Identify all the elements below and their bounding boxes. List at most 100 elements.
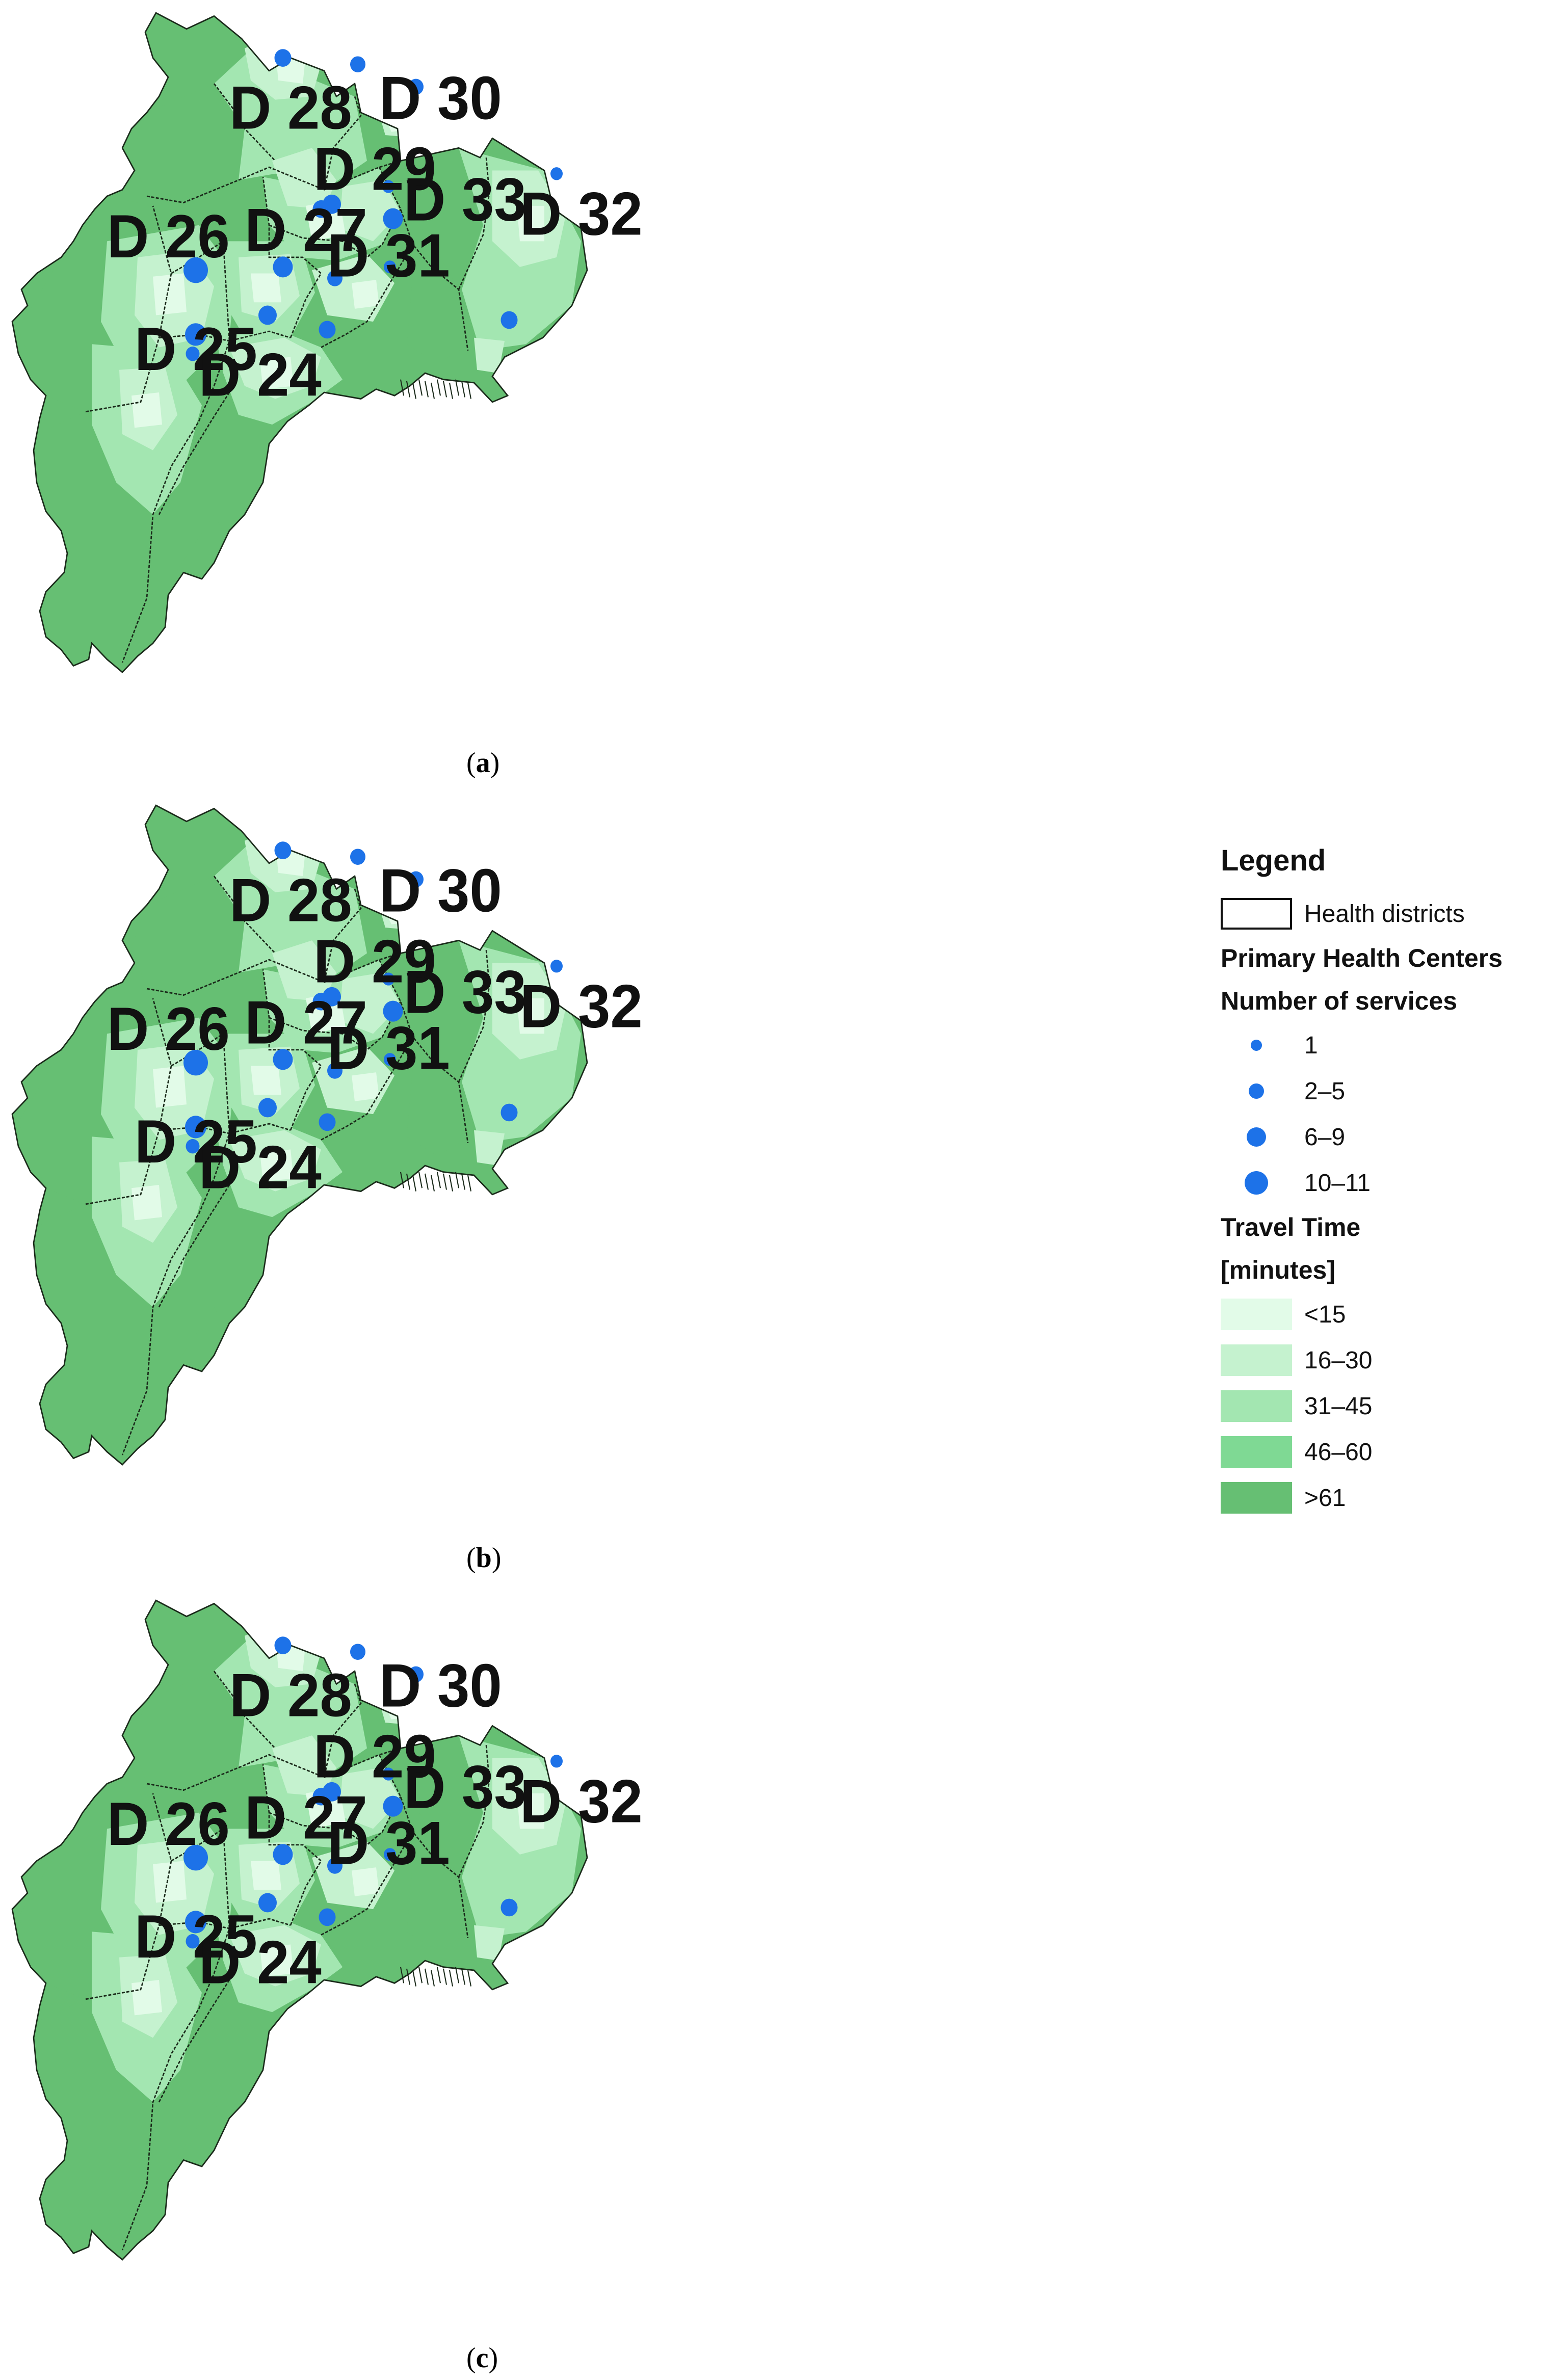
port-pier bbox=[455, 1172, 460, 1188]
health-center-point bbox=[274, 1636, 292, 1654]
travel-time-zone bbox=[272, 940, 336, 1002]
port-pier bbox=[461, 381, 466, 398]
legend-travel-label: 31–45 bbox=[1304, 1392, 1373, 1420]
district-label: D 28 bbox=[229, 73, 352, 142]
district-border bbox=[269, 1796, 402, 1846]
travel-time-zone bbox=[214, 1635, 367, 1778]
port-pier bbox=[461, 1968, 466, 1985]
travel-time-zone bbox=[251, 273, 281, 303]
port-pier bbox=[436, 379, 441, 396]
district-border bbox=[321, 244, 414, 348]
port-pier bbox=[436, 1172, 441, 1188]
city-outline bbox=[11, 804, 588, 1466]
travel-time-zone bbox=[375, 1735, 486, 1877]
travel-time-zone bbox=[251, 1066, 281, 1095]
health-center-point bbox=[274, 49, 292, 67]
travel-time-zone bbox=[272, 148, 336, 209]
district-label: D 33 bbox=[404, 165, 526, 233]
district-label: D 33 bbox=[404, 958, 526, 1026]
port-pier bbox=[418, 379, 423, 396]
district-label: D 27 bbox=[245, 988, 367, 1056]
health-center-point bbox=[384, 1848, 396, 1861]
travel-time-zone bbox=[474, 1925, 505, 1961]
port-pier bbox=[424, 1968, 429, 1985]
health-center-point bbox=[273, 1844, 293, 1865]
travel-time-zone bbox=[407, 273, 465, 364]
health-center-point bbox=[382, 972, 394, 986]
port-pier bbox=[461, 1173, 466, 1190]
health-center-point bbox=[273, 1049, 293, 1070]
district-border bbox=[121, 241, 230, 663]
district-border bbox=[458, 950, 490, 1082]
legend-travel-1: <15 bbox=[1221, 1291, 1554, 1337]
color-swatch bbox=[1221, 1482, 1292, 1514]
district-label: D 29 bbox=[313, 135, 436, 203]
center-dot-icon bbox=[1247, 1127, 1266, 1147]
district-label: D 25 bbox=[135, 1902, 257, 1970]
travel-time-zone bbox=[352, 1867, 379, 1896]
caption-a: (a) bbox=[466, 747, 500, 779]
health-center-point bbox=[186, 347, 200, 361]
travel-time-zone bbox=[272, 1735, 336, 1797]
district-label: D 24 bbox=[199, 1133, 322, 1201]
health-center-point bbox=[319, 1113, 336, 1131]
health-center-point bbox=[382, 1767, 394, 1781]
port-pier bbox=[412, 382, 417, 399]
travel-time-zone bbox=[474, 337, 505, 374]
travel-time-zone bbox=[260, 357, 294, 389]
district-label: D 26 bbox=[107, 202, 230, 270]
district-border bbox=[213, 83, 276, 162]
district-label: D 25 bbox=[135, 1107, 257, 1175]
district-label: D 31 bbox=[327, 221, 450, 289]
travel-time-zone bbox=[214, 48, 367, 190]
legend-travel-3: 31–45 bbox=[1221, 1383, 1554, 1429]
health-center-point bbox=[186, 1139, 200, 1154]
port-pier bbox=[430, 1175, 435, 1192]
health-center-point bbox=[258, 1893, 277, 1913]
port-pier bbox=[412, 1970, 417, 1987]
city-outline bbox=[11, 12, 588, 673]
color-swatch bbox=[1221, 1299, 1292, 1330]
travel-time-zone bbox=[352, 1072, 379, 1101]
district-border bbox=[146, 953, 401, 996]
legend-service-3: 6–9 bbox=[1221, 1114, 1554, 1160]
health-center-point bbox=[383, 1795, 403, 1817]
port-pier bbox=[406, 1968, 411, 1985]
port-pier bbox=[424, 381, 429, 398]
port-pier bbox=[449, 382, 454, 399]
health-center-point bbox=[384, 1053, 396, 1066]
legend-health-districts-label: Health districts bbox=[1304, 900, 1465, 928]
district-label: D 32 bbox=[520, 179, 643, 248]
travel-time-zone bbox=[375, 940, 486, 1082]
legend-service-label: 1 bbox=[1304, 1032, 1318, 1059]
district-border bbox=[159, 1918, 291, 1929]
district-border bbox=[158, 392, 230, 515]
district-border bbox=[121, 1829, 230, 2251]
legend-title: Legend bbox=[1221, 844, 1326, 877]
district-border bbox=[171, 1033, 224, 1067]
legend-travel-label: <15 bbox=[1304, 1301, 1346, 1328]
port-pier bbox=[467, 1175, 472, 1192]
travel-time-zone bbox=[153, 1066, 187, 1108]
district-border bbox=[323, 96, 362, 190]
port-pier bbox=[418, 1967, 423, 1984]
health-center-point bbox=[408, 871, 424, 888]
health-center-point bbox=[273, 256, 293, 278]
legend-travel-label: 16–30 bbox=[1304, 1346, 1373, 1374]
health-center-point bbox=[323, 194, 341, 214]
health-center-point bbox=[408, 1666, 424, 1683]
health-center-point bbox=[327, 1063, 343, 1079]
health-center-point bbox=[274, 841, 292, 859]
color-swatch bbox=[1221, 1436, 1292, 1468]
port-pier bbox=[406, 1173, 411, 1190]
travel-time-zone bbox=[517, 1793, 544, 1829]
travel-time-zone bbox=[339, 180, 401, 242]
health-center-point bbox=[350, 1644, 365, 1660]
travel-time-zone bbox=[214, 840, 367, 983]
district-label: D 31 bbox=[327, 1809, 450, 1877]
health-center-point bbox=[501, 1103, 518, 1122]
district-border bbox=[171, 241, 224, 274]
health-center-point bbox=[319, 321, 336, 339]
travel-time-zone bbox=[131, 84, 245, 203]
district-border bbox=[146, 160, 401, 204]
